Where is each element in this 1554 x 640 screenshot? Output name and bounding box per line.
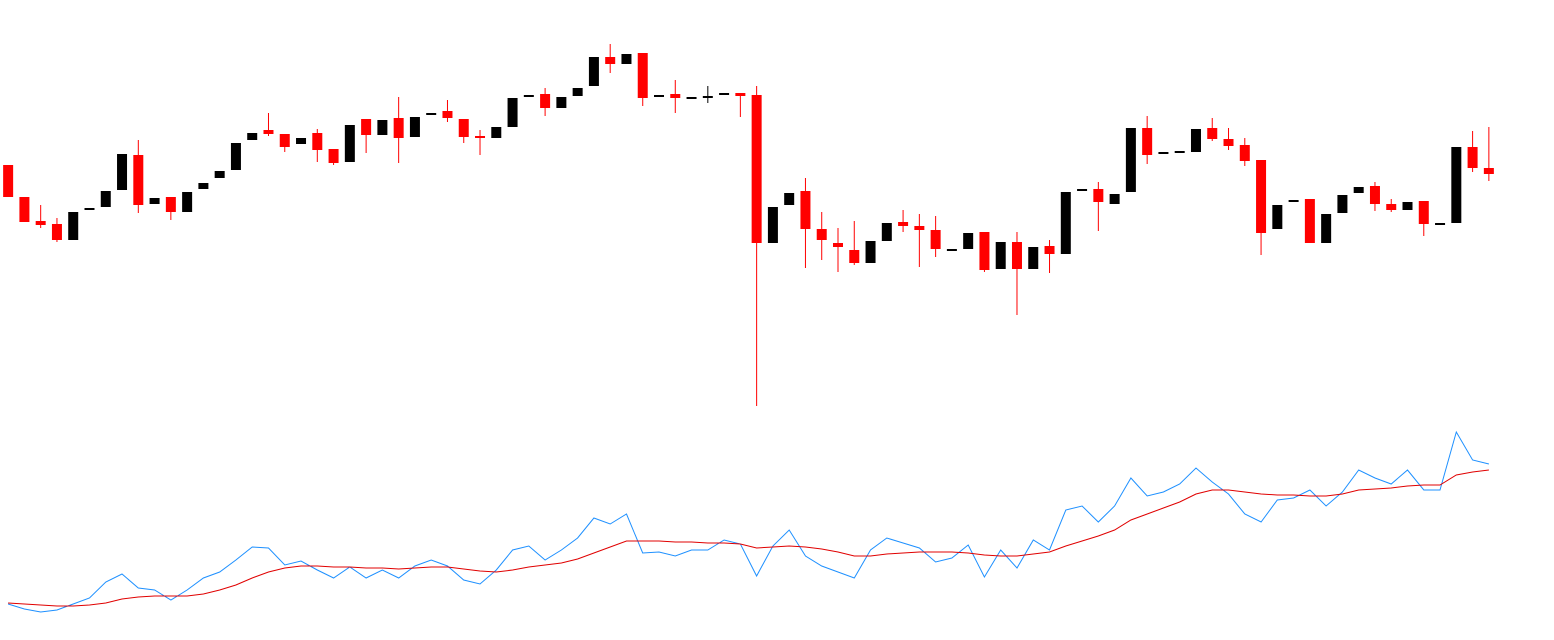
candle-body (312, 133, 323, 150)
candle-body (1109, 194, 1120, 204)
candle-body (1239, 145, 1250, 161)
candle-body (930, 230, 941, 249)
candle-body (1288, 200, 1299, 202)
candle-body (1386, 204, 1397, 210)
candle-body (458, 119, 469, 137)
candle-body (1353, 187, 1364, 193)
candle-body (1256, 160, 1267, 233)
candle-body (230, 143, 241, 170)
candle-body (328, 149, 339, 163)
candle-body (409, 117, 420, 137)
candle-body (1369, 186, 1380, 204)
candle-body (1011, 242, 1022, 269)
candle-body (393, 118, 404, 138)
candle-body (279, 134, 290, 147)
candle-body (946, 249, 957, 251)
candle-body (1272, 205, 1283, 229)
candle-body (702, 96, 713, 98)
candle-body (881, 223, 892, 241)
candle-body (621, 54, 632, 64)
candle-body (686, 97, 697, 99)
candle-body (751, 95, 762, 243)
candle-body (1304, 199, 1315, 243)
candle-body (361, 119, 372, 135)
candle-body (719, 93, 730, 95)
candle-body (556, 97, 567, 108)
candle-body (426, 113, 437, 115)
candle-body (914, 226, 925, 230)
candle-body (605, 57, 616, 64)
candle-body (377, 120, 388, 135)
candle-body (149, 198, 160, 204)
candle-body (800, 191, 811, 229)
indicator-line (7, 430, 1490, 613)
candle-body (995, 242, 1006, 269)
candle-body (214, 171, 225, 178)
candle-body (1190, 129, 1201, 152)
candle-body (1337, 195, 1348, 213)
candle-body (507, 98, 518, 127)
candle-body (35, 221, 46, 225)
candle-body (165, 197, 176, 212)
candle-body (1451, 147, 1462, 223)
candle-body (670, 94, 681, 98)
candle-body (588, 57, 599, 86)
candle-body (637, 53, 648, 98)
candle-body (182, 192, 193, 212)
candle-body (572, 88, 583, 96)
indicator-line (8, 469, 1489, 607)
candle-body (1093, 189, 1104, 202)
candle-body (1467, 147, 1478, 168)
candle-body (442, 111, 453, 118)
candle-body (84, 208, 95, 210)
candle-body (898, 222, 909, 226)
candle-body (19, 197, 30, 222)
candle-body (491, 127, 502, 138)
candle-body (1142, 128, 1153, 155)
candle-body (1174, 151, 1185, 153)
candle-body (1044, 246, 1055, 254)
candle-body (963, 233, 974, 249)
candle-body (1028, 247, 1039, 269)
candle-body (1321, 214, 1332, 243)
candle-body (247, 133, 258, 140)
candle-body (816, 229, 827, 240)
candle-body (475, 136, 486, 138)
candle-body (1125, 128, 1136, 192)
candle-body (296, 138, 307, 144)
candle-body (767, 207, 778, 243)
candle-body (654, 95, 665, 97)
candle-body (3, 165, 14, 197)
candle-body (1483, 168, 1494, 174)
candle-body (849, 250, 860, 263)
candle-body (133, 155, 144, 205)
candle-body (979, 232, 990, 270)
candle-body (344, 125, 355, 162)
candle-body (1402, 202, 1413, 210)
candle-body (263, 130, 274, 134)
candle-body (51, 224, 62, 240)
candle-body (1158, 152, 1169, 154)
candle-body (1077, 189, 1088, 191)
candle-body (865, 241, 876, 263)
candle-body (100, 191, 111, 207)
candle-body (1207, 128, 1218, 139)
candle-body (117, 154, 128, 190)
candle-body (68, 212, 79, 240)
candle-body (1435, 223, 1446, 225)
candle-body (1060, 192, 1071, 254)
candle-body (1418, 201, 1429, 224)
candle-body (523, 95, 534, 97)
candle-body (784, 193, 795, 205)
candle-body (735, 93, 746, 96)
candle-body (198, 183, 209, 189)
candle-body (540, 94, 551, 108)
candle-body (832, 243, 843, 247)
candle-body (1223, 139, 1234, 146)
